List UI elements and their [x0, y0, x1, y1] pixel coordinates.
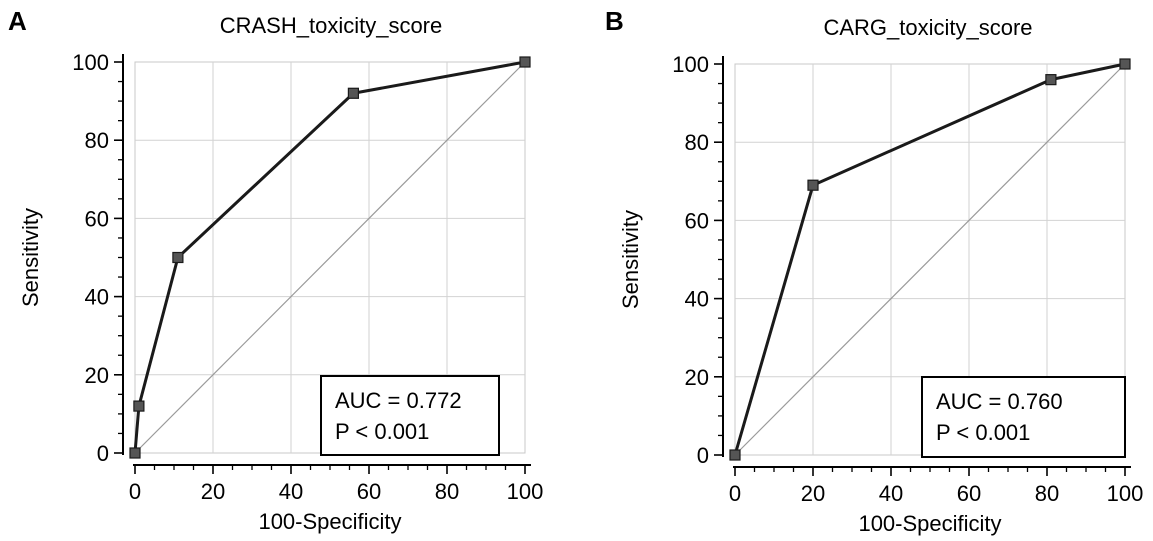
x-tick-label: 0 — [729, 481, 741, 506]
x-tick-label: 80 — [1035, 481, 1059, 506]
roc-panel-a: A CRASH_toxicity_score 0 20 40 60 80 100 0 20 40 60… — [8, 6, 543, 534]
y-tick-label: 40 — [685, 287, 709, 312]
roc-curve — [733, 62, 1126, 456]
y-tick-label: 80 — [85, 128, 109, 153]
roc-point — [172, 251, 184, 264]
x-tick-label: 20 — [201, 479, 225, 504]
chart-title: CRASH_toxicity_score — [220, 13, 443, 38]
roc-point — [347, 87, 359, 99]
y-tick-label: 60 — [685, 208, 709, 233]
y-tick-label: 100 — [72, 50, 109, 75]
roc-point — [1119, 58, 1131, 70]
auc-value: AUC = 0.760 — [936, 389, 1063, 414]
panel-letter: B — [605, 6, 624, 36]
auc-value: AUC = 0.772 — [335, 388, 462, 413]
p-value: P < 0.001 — [936, 420, 1030, 445]
y-tick-label: 20 — [85, 363, 109, 388]
reference-diagonal — [734, 63, 1126, 456]
y-axis-label: Sensitivity — [18, 208, 43, 307]
y-tick-label: 0 — [97, 441, 109, 466]
x-tick-label: 80 — [435, 479, 459, 504]
y-tick-label: 40 — [85, 285, 109, 310]
x-axis-label: 100-Specificity — [858, 511, 1001, 536]
y-tick-label: 0 — [697, 443, 709, 468]
y-tick-label: 80 — [685, 130, 709, 155]
p-value: P < 0.001 — [335, 419, 429, 444]
reference-diagonal — [134, 61, 526, 454]
x-tick-label: 40 — [879, 481, 903, 506]
auc-box — [320, 375, 500, 456]
x-tick-label: 0 — [129, 479, 141, 504]
x-tick-label: 40 — [279, 479, 303, 504]
roc-point — [133, 400, 145, 412]
x-tick-label: 60 — [957, 481, 981, 506]
roc-point — [519, 56, 531, 68]
x-axis-label: 100-Specificity — [258, 509, 401, 534]
y-axis-label: Sensitivity — [618, 210, 643, 309]
roc-point — [129, 447, 141, 459]
roc-point — [807, 179, 819, 191]
x-tick-label: 100 — [1107, 481, 1144, 506]
x-tick-label: 100 — [507, 479, 544, 504]
roc-panel-b: B CARG_toxicity_score 0 20 40 60 80 100 0 20 40 60 8… — [605, 6, 1143, 536]
y-tick-label: 20 — [685, 365, 709, 390]
y-tick-label: 60 — [85, 206, 109, 231]
x-tick-label: 60 — [357, 479, 381, 504]
x-tick-label: 20 — [801, 481, 825, 506]
auc-box — [921, 376, 1126, 458]
y-tick-label: 100 — [672, 52, 709, 77]
roc-point — [729, 449, 741, 461]
chart-title: CARG_toxicity_score — [823, 15, 1032, 40]
roc-point — [1045, 74, 1057, 86]
panel-letter: A — [8, 6, 27, 36]
